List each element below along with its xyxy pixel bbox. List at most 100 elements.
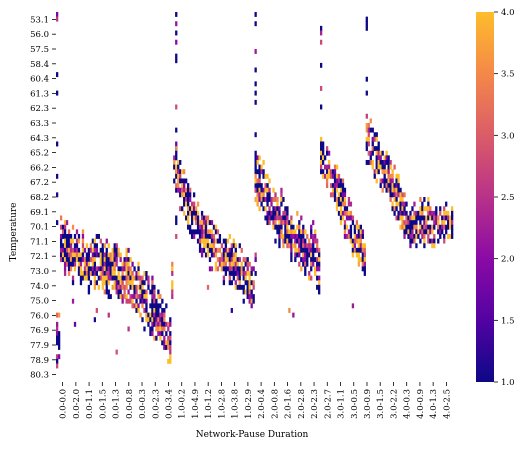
heatmap-cell [302,243,305,249]
heatmap-cell [147,280,150,286]
heatmap-cell [441,224,444,230]
heatmap-cell [367,123,370,128]
heatmap-cell [149,289,152,295]
heatmap-cell [69,266,73,272]
heatmap-cell [290,224,293,230]
heatmap-cell [443,238,446,244]
heatmap-cell [347,201,351,207]
heatmap-cell [270,201,273,207]
heatmap-cell [274,206,277,212]
heatmap-cell [264,183,267,189]
heatmap-cell [353,243,357,249]
x-tick-label: 3.0-2.2 [389,389,399,419]
heatmap-cell [79,252,83,258]
heatmap-cell [125,247,128,253]
heatmap-cell [381,160,384,165]
heatmap-cell [357,261,361,267]
heatmap-cell [93,238,97,244]
heatmap-cell [387,183,390,189]
x-tick-label: 1.0-1.2 [204,389,214,419]
heatmap-cell [99,266,102,272]
heatmap-cell [256,155,259,161]
heatmap-cell [175,12,178,17]
heatmap-cell [248,298,251,304]
heatmap-cell [391,201,394,207]
heatmap-cell [177,160,180,165]
heatmap-cell [419,210,422,216]
heatmap-cell [367,136,370,142]
heatmap-cell [85,271,89,276]
y-tick-label: 78.9 [30,356,49,366]
heatmap-cell [429,215,432,221]
heatmap-cell [363,266,366,272]
y-tick-label: 69.1 [30,208,49,218]
heatmap-cell [87,275,91,281]
heatmap-cell [125,257,128,263]
heatmap-cell [192,201,196,207]
heatmap-cell [320,155,323,161]
x-tick-label: 1.0-2.9 [244,389,254,419]
heatmap-cell [292,224,295,230]
heatmap-cell [71,247,75,253]
heatmap-cell [185,215,188,221]
heatmap-cell [109,275,112,281]
heatmap-cell [56,340,59,346]
heatmap-cell [423,243,426,249]
heatmap-cell [63,266,67,272]
heatmap-cell [236,284,239,290]
heatmap-cell [56,141,59,147]
heatmap-cell [175,53,178,59]
heatmap-cell [327,164,331,170]
heatmap-cell [246,257,249,263]
heatmap-cell [397,178,400,184]
heatmap-cell [415,224,418,230]
heatmap-cell [187,215,190,221]
heatmap-cell [93,261,97,267]
heatmap-cell [415,210,418,216]
heatmap-cell [312,261,315,267]
heatmap-cell [320,141,323,147]
heatmap-cell [246,271,249,276]
heatmap-cell [222,280,226,286]
heatmap-cell [341,197,345,202]
heatmap-cell [121,266,124,272]
heatmap-cell [133,289,136,295]
heatmap-cell [194,210,198,216]
heatmap-cell [175,187,178,193]
heatmap-cell [300,243,303,249]
heatmap-cell [218,234,222,239]
heatmap-cell [71,257,75,263]
heatmap-cell [141,294,144,300]
heatmap-cell [103,289,106,295]
heatmap-cell [105,284,108,290]
heatmap-cell [159,303,162,309]
heatmap-cell [125,252,128,258]
heatmap-cell [409,229,412,235]
x-tick-label: 0.0-2.0 [72,389,82,419]
heatmap-cell [228,280,231,286]
heatmap-cell [361,247,364,253]
heatmap-cell [161,298,164,304]
heatmap-cell [61,257,65,263]
heatmap-cell [153,303,156,309]
heatmap-cell [232,257,235,263]
heatmap-cell [302,234,305,239]
heatmap-cell [159,326,162,332]
heatmap-cell [451,210,454,216]
heatmap-cell [445,229,448,235]
heatmap-cell [353,229,357,235]
heatmap-cell [200,220,204,226]
heatmap-cell [192,229,196,235]
heatmap-cell [270,215,273,221]
heatmap-cell [190,201,194,207]
heatmap-cell [310,257,313,263]
heatmap-cell [351,252,355,258]
heatmap-cell [127,326,130,332]
heatmap-cell [91,252,95,258]
y-tick-label: 65.2 [30,149,49,159]
heatmap-cell [234,261,237,267]
heatmap-cell [425,220,428,226]
y-tick-label: 58.4 [30,60,49,70]
heatmap-cell [427,229,430,235]
heatmap-cell [67,234,71,239]
